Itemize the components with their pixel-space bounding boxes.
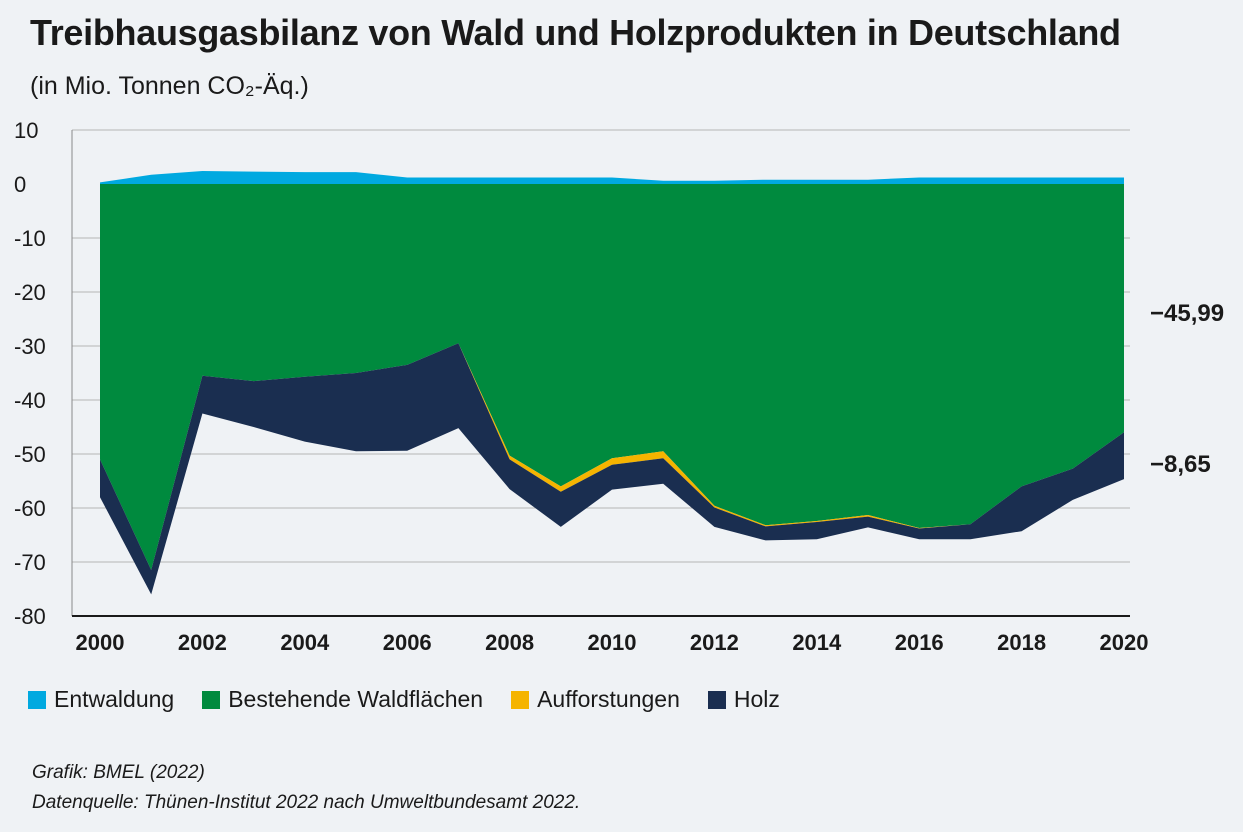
- legend-swatch-holz: [707, 690, 726, 709]
- source-credit: Grafik: BMEL (2022): [32, 762, 205, 783]
- x-tick-label: 2010: [588, 630, 637, 655]
- legend-label-holz: Holz: [733, 686, 780, 712]
- legend-item-aufforstungen: Aufforstungen: [511, 686, 680, 713]
- x-tick-label: 2002: [178, 630, 227, 655]
- y-tick-label: -70: [14, 550, 46, 575]
- annotation-holz-2020: −8,65: [1150, 451, 1211, 478]
- y-tick-label: -80: [14, 604, 46, 629]
- x-tick-label: 2000: [76, 630, 125, 655]
- legend-label-entwaldung: Entwaldung: [54, 686, 175, 712]
- source-data: Datenquelle: Thünen-Institut 2022 nach U…: [32, 792, 581, 813]
- legend-swatch-aufforstungen: [511, 690, 530, 709]
- x-tick-label: 2016: [895, 630, 944, 655]
- y-tick-label: -30: [14, 334, 46, 359]
- chart-subtitle: (in Mio. Tonnen CO₂-Äq.): [30, 72, 309, 100]
- area-bestehende-waldflaechen: [100, 184, 1124, 571]
- y-tick-label: 0: [14, 172, 26, 197]
- annotation-wald-2020: −45,99: [1150, 300, 1224, 327]
- area-entwaldung: [100, 171, 1124, 184]
- x-tick-label: 2014: [792, 630, 842, 655]
- x-tick-label: 2004: [280, 630, 330, 655]
- y-tick-label: -60: [14, 496, 46, 521]
- chart-title: Treibhausgasbilanz von Wald und Holzprod…: [30, 12, 1121, 53]
- legend-label-aufforstungen: Aufforstungen: [537, 686, 680, 712]
- y-tick-label: -40: [14, 388, 46, 413]
- y-tick-label: -20: [14, 280, 46, 305]
- legend-label-bestehende-waldflaechen: Bestehende Waldflächen: [228, 686, 484, 712]
- legend-item-holz: Holz: [707, 686, 780, 713]
- x-tick-label: 2006: [383, 630, 432, 655]
- legend-item-bestehende-waldflaechen: Bestehende Waldflächen: [202, 686, 483, 713]
- y-tick-label: -50: [14, 442, 46, 467]
- legend-swatch-entwaldung: [28, 690, 46, 709]
- area-holz: [100, 343, 1124, 595]
- x-tick-label: 2008: [485, 630, 534, 655]
- x-tick-label: 2020: [1100, 630, 1149, 655]
- legend-swatch-bestehende-waldflaechen: [202, 690, 221, 709]
- y-tick-label: 10: [14, 118, 38, 143]
- x-tick-label: 2018: [997, 630, 1046, 655]
- y-tick-label: -10: [14, 226, 46, 251]
- legend-item-entwaldung: Entwaldung: [28, 686, 174, 713]
- x-tick-label: 2012: [690, 630, 739, 655]
- legend: Entwaldung Bestehende Waldflächen Auffor…: [28, 686, 808, 713]
